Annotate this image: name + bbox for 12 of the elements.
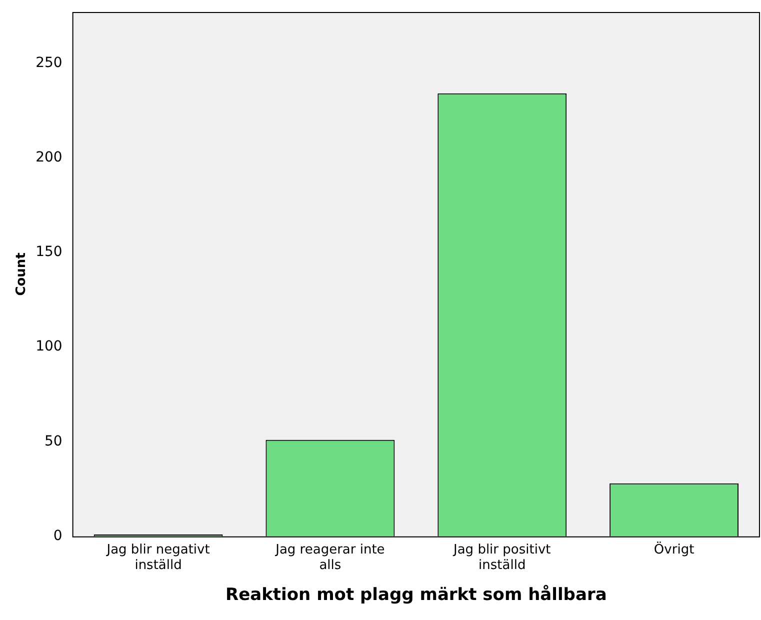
x-tick-label: Jag blir positivt inställd [452, 542, 551, 574]
y-tick-label: 200 [36, 149, 62, 166]
y-tick-label: 50 [44, 433, 62, 450]
x-tick-label: Jag blir negativt inställd [106, 542, 210, 574]
x-axis-title: Reaktion mot plagg märkt som hållbara [226, 584, 607, 606]
x-tick-label: Övrigt [654, 542, 694, 558]
y-axis-title: Count [14, 252, 30, 296]
x-tick-label: Jag reagerar inte alls [274, 542, 385, 574]
y-tick-label: 150 [36, 244, 62, 260]
y-tick-label: 250 [36, 54, 62, 71]
y-tick-label: 100 [36, 338, 62, 355]
y-tick-label: 0 [53, 528, 62, 544]
